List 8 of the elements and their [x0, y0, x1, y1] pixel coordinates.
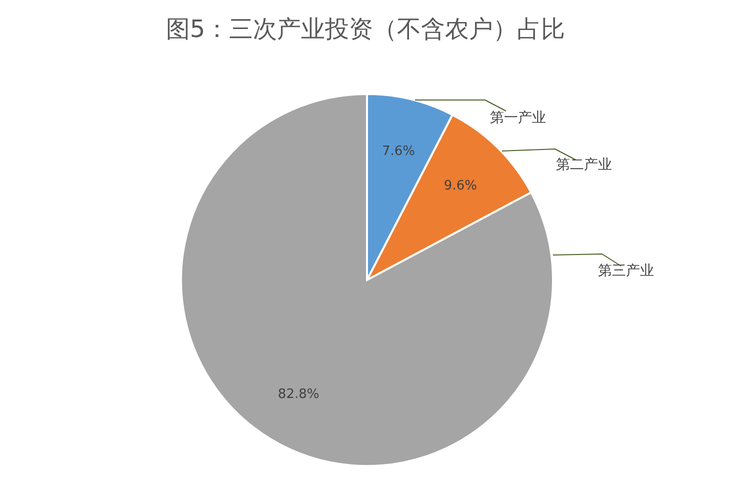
data-label: 9.6% — [444, 178, 477, 194]
slice-label: 第二产业 — [556, 157, 612, 173]
chart-title: 图5：三次产业投资（不含农户）占比 — [166, 15, 566, 43]
data-label: 7.6% — [382, 144, 415, 159]
slice-label: 第三产业 — [598, 263, 654, 279]
data-label: 82.8% — [278, 387, 320, 402]
pie-slice — [180, 93, 554, 467]
slice-label: 第一产业 — [490, 110, 546, 126]
